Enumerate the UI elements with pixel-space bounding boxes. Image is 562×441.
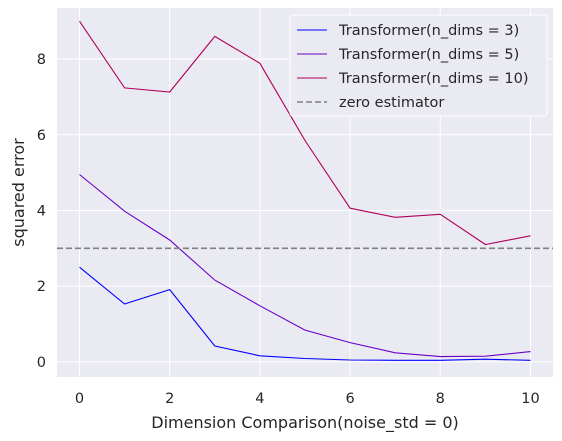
y-tick-label: 0 <box>37 355 46 371</box>
x-axis-label: Dimension Comparison(noise_std = 0) <box>151 413 459 433</box>
x-tick-label: 8 <box>436 391 445 407</box>
x-tick-label: 2 <box>165 391 174 407</box>
y-tick-label: 6 <box>37 128 46 144</box>
legend-label: Transformer(n_dims = 5) <box>338 47 519 63</box>
legend: Transformer(n_dims = 3) Transformer(n_dim… <box>289 14 548 117</box>
legend-label: Transformer(n_dims = 3) <box>338 23 519 39</box>
y-tick-label: 8 <box>37 52 46 68</box>
legend-box <box>289 14 548 117</box>
y-tick-label: 2 <box>37 279 46 295</box>
legend-label: Transformer(n_dims = 10) <box>338 71 529 87</box>
y-axis-ticks: 0 2 4 6 8 <box>37 52 46 371</box>
x-tick-label: 4 <box>255 391 264 407</box>
x-tick-label: 0 <box>75 391 84 407</box>
series-line-2 <box>79 174 531 358</box>
x-tick-label: 10 <box>521 391 539 407</box>
y-axis-label: squared error <box>9 138 28 247</box>
series-line-1 <box>79 266 531 361</box>
legend-label: zero estimator <box>339 95 444 111</box>
series-line-3 <box>79 20 531 246</box>
y-tick-label: 4 <box>37 203 46 219</box>
x-axis-ticks: 0 2 4 6 8 10 <box>75 391 540 407</box>
series-lines <box>57 20 553 361</box>
x-tick-label: 6 <box>345 391 354 407</box>
